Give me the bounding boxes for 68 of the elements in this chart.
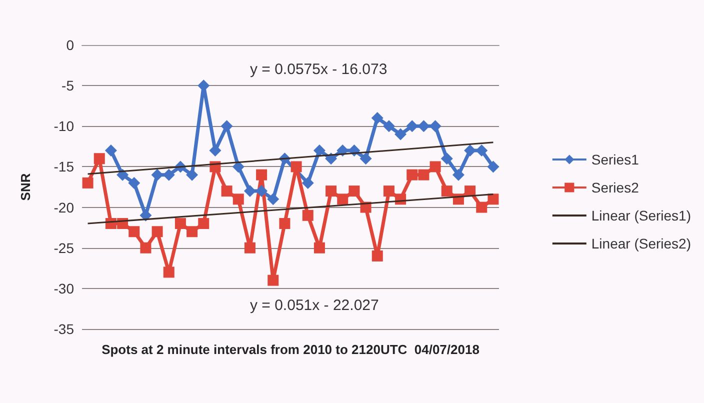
point <box>198 218 210 230</box>
point <box>360 152 372 165</box>
annotation: y = 0.051x - 22.027 <box>250 297 379 314</box>
point <box>267 193 280 206</box>
y-tick-label: -5 <box>62 78 74 94</box>
point <box>372 250 383 262</box>
legend-label: Series2 <box>591 180 640 196</box>
point <box>418 120 430 132</box>
point <box>82 177 94 188</box>
point <box>152 226 163 238</box>
point <box>290 161 302 172</box>
point <box>406 169 418 180</box>
y-tick-label: -20 <box>54 199 74 216</box>
point <box>313 144 326 156</box>
point <box>394 128 407 140</box>
point <box>221 186 232 197</box>
y-tick-label: -10 <box>54 118 74 134</box>
y-tick-label: -15 <box>54 158 74 175</box>
point <box>232 160 244 173</box>
point <box>441 186 452 197</box>
point <box>476 144 488 156</box>
point <box>406 120 418 132</box>
point <box>430 161 441 172</box>
annotation: y = 0.0575x - 16.073 <box>250 61 388 78</box>
point <box>383 186 394 197</box>
point <box>256 169 268 180</box>
point <box>487 160 500 173</box>
legend-label: Linear (Series1) <box>591 208 692 224</box>
point <box>128 226 140 238</box>
point <box>382 120 395 132</box>
point <box>348 186 360 197</box>
point <box>186 168 198 181</box>
y-tick-label: -35 <box>54 321 74 337</box>
x-axis-title: Spots at 2 minute intervals from 2010 to 2120UTC 04/07/2018 <box>102 342 480 357</box>
point <box>268 274 279 286</box>
point <box>256 185 268 198</box>
y-tick-label: -30 <box>54 280 74 296</box>
point <box>220 120 233 132</box>
legend-label: Linear (Series2) <box>591 236 692 252</box>
legend-label: Series1 <box>591 152 640 168</box>
point <box>476 202 488 213</box>
point <box>314 242 325 254</box>
point <box>94 153 105 164</box>
point <box>302 176 314 189</box>
point <box>488 194 499 205</box>
point <box>151 168 164 181</box>
y-tick-label: -25 <box>54 240 74 256</box>
y-tick-label: 0 <box>66 37 74 53</box>
point <box>163 266 174 278</box>
point <box>244 185 256 198</box>
point <box>326 186 337 197</box>
point <box>174 218 186 230</box>
point <box>162 168 175 181</box>
point <box>279 218 290 230</box>
point <box>337 194 348 205</box>
point <box>440 152 453 165</box>
y-axis-title: SNR <box>18 172 33 201</box>
point <box>244 242 256 254</box>
point <box>302 210 314 221</box>
point <box>104 144 117 156</box>
point <box>418 169 430 180</box>
point <box>128 176 140 189</box>
point <box>429 120 442 132</box>
point <box>186 226 198 238</box>
point <box>371 112 384 124</box>
point <box>232 194 244 205</box>
point <box>140 242 152 254</box>
point <box>452 168 464 181</box>
